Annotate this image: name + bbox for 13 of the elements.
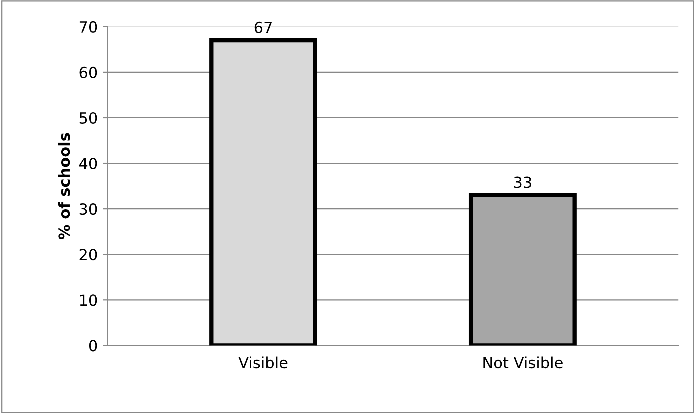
y-tick-label: 20 [80,249,98,261]
x-tick-label: Not Visible [484,356,563,369]
data-label: 33 [514,176,532,188]
x-tick-label: Visible [238,356,288,369]
y-tick-label: 50 [80,112,98,124]
y-tick-label: 70 [80,21,98,33]
data-label: 67 [254,22,272,34]
y-tick-label: 0 [89,340,98,352]
y-tick-label: 60 [80,66,98,78]
y-tick-label: 10 [80,294,98,306]
y-axis-title: % of schools [58,133,70,240]
y-tick-label: 40 [79,158,98,170]
y-tick-label: 30 [80,204,98,216]
